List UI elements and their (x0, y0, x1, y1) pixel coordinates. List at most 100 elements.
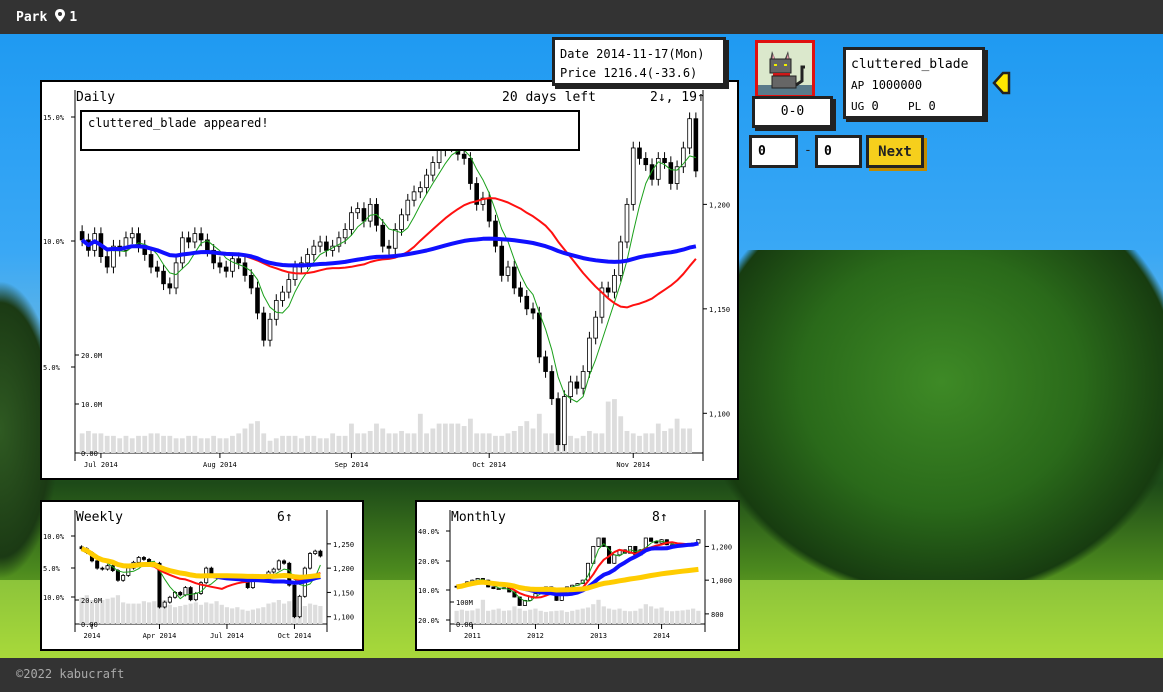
moving-average-5 (81, 149, 697, 403)
candle-down (255, 287, 260, 314)
date-tick-label: 2014 (653, 632, 670, 640)
volume-bar (424, 433, 429, 453)
volume-tick-label: 0.00 (456, 621, 473, 629)
avatar[interactable] (755, 40, 815, 98)
volume-bar (100, 600, 105, 624)
volume-bar (224, 607, 230, 624)
candle-up (349, 212, 354, 230)
candle-up (162, 601, 167, 608)
next-button[interactable]: Next (866, 135, 924, 168)
volume-bar (455, 423, 461, 453)
candle-down (115, 570, 120, 581)
volume-bar (188, 603, 193, 624)
candle-down (511, 266, 517, 289)
volume-bar (601, 606, 606, 624)
candle-up (522, 599, 527, 606)
candle-down (248, 275, 254, 289)
candle-up (687, 118, 692, 149)
location-title[interactable]: Park (16, 9, 48, 25)
percent-tick-label: 5.0% (43, 565, 61, 573)
candle-down (161, 270, 166, 285)
record-box: 0-0 (752, 96, 833, 128)
volume-bar (559, 610, 564, 624)
volume-bar (193, 602, 198, 624)
candle-up (411, 191, 417, 201)
volume-bar (465, 610, 470, 624)
candle-down (186, 237, 191, 243)
volume-tick-label: 100M (456, 599, 473, 607)
price-tick-label: 1,200 (711, 543, 732, 551)
volume-bar (461, 426, 467, 453)
date-tick-label: Sep 2014 (335, 461, 369, 469)
volume-bar (204, 438, 210, 453)
volume-bar (154, 433, 160, 453)
candle-up (624, 203, 630, 243)
guess-input-low[interactable]: 0 (749, 135, 798, 168)
candle-up (596, 537, 601, 547)
candle-up (167, 596, 172, 603)
volume-bar (317, 438, 323, 453)
guess-input-high-value: 0 (824, 144, 832, 159)
volume-bar (214, 601, 219, 624)
volume-bar (355, 433, 361, 453)
candle-down (100, 567, 105, 570)
volume-bar (250, 609, 256, 624)
volume-bar (659, 607, 664, 624)
volume-bar (273, 438, 279, 453)
candle-up (505, 266, 511, 276)
volume-bar (680, 428, 686, 453)
volume-bar (627, 611, 633, 624)
date-tick-label: 2011 (464, 632, 481, 640)
candle-down (198, 233, 204, 241)
price-tick-label: 1,200 (333, 565, 354, 573)
volume-bar (568, 435, 574, 453)
volume-bar (669, 611, 675, 624)
candle-up (271, 568, 276, 573)
volume-bar (380, 428, 386, 453)
candle-up (392, 229, 398, 249)
volume-bar (115, 595, 121, 624)
next-button-label: Next (878, 143, 912, 160)
candle-up (674, 166, 680, 184)
volume-bar (167, 604, 172, 624)
volume-bar (570, 610, 575, 624)
volume-bar (255, 608, 261, 624)
guess-input-high[interactable]: 0 (815, 135, 862, 168)
volume-bar (178, 606, 183, 624)
candle-down (211, 249, 216, 264)
volume-bar (192, 435, 198, 453)
volume-bar (248, 423, 254, 453)
moving-average-3 (456, 540, 699, 602)
volume-bar (648, 606, 654, 624)
candle-down (242, 262, 248, 276)
volume-bar (318, 606, 323, 624)
daily-chart-panel: 0.00 10.0M 20.0M 1,100 1,150 1,200 15.0% 10.0% 5… (40, 80, 739, 480)
candle-up (630, 147, 636, 205)
volume-bar (146, 602, 152, 624)
volume-bar (491, 609, 496, 624)
volume-bar (605, 401, 611, 453)
volume-bar (593, 433, 599, 453)
date-tick-label: 2013 (590, 632, 607, 640)
volume-bar (530, 428, 536, 453)
volume-bar (267, 440, 273, 453)
candle-up (424, 174, 429, 189)
volume-bar (643, 433, 649, 453)
ap-value: 1000000 (871, 78, 923, 92)
monthly-title: Monthly (451, 510, 506, 525)
volume-bar (342, 435, 348, 453)
candle-down (261, 312, 267, 341)
candle-down (95, 560, 100, 569)
date-tick-label: Jul 2014 (210, 632, 244, 640)
volume-bar (367, 430, 373, 453)
volume-bar (245, 610, 250, 624)
percent-tick-label: 10.0% (43, 238, 65, 246)
message-box: cluttered_blade appeared! (80, 110, 580, 151)
daily-title: Daily (76, 90, 116, 105)
volume-bar (574, 438, 580, 453)
candle-up (681, 147, 686, 168)
candle-up (305, 254, 310, 264)
volume-bar (392, 433, 398, 453)
price-tick-label: 1,150 (333, 589, 354, 597)
volume-bar (454, 610, 459, 624)
